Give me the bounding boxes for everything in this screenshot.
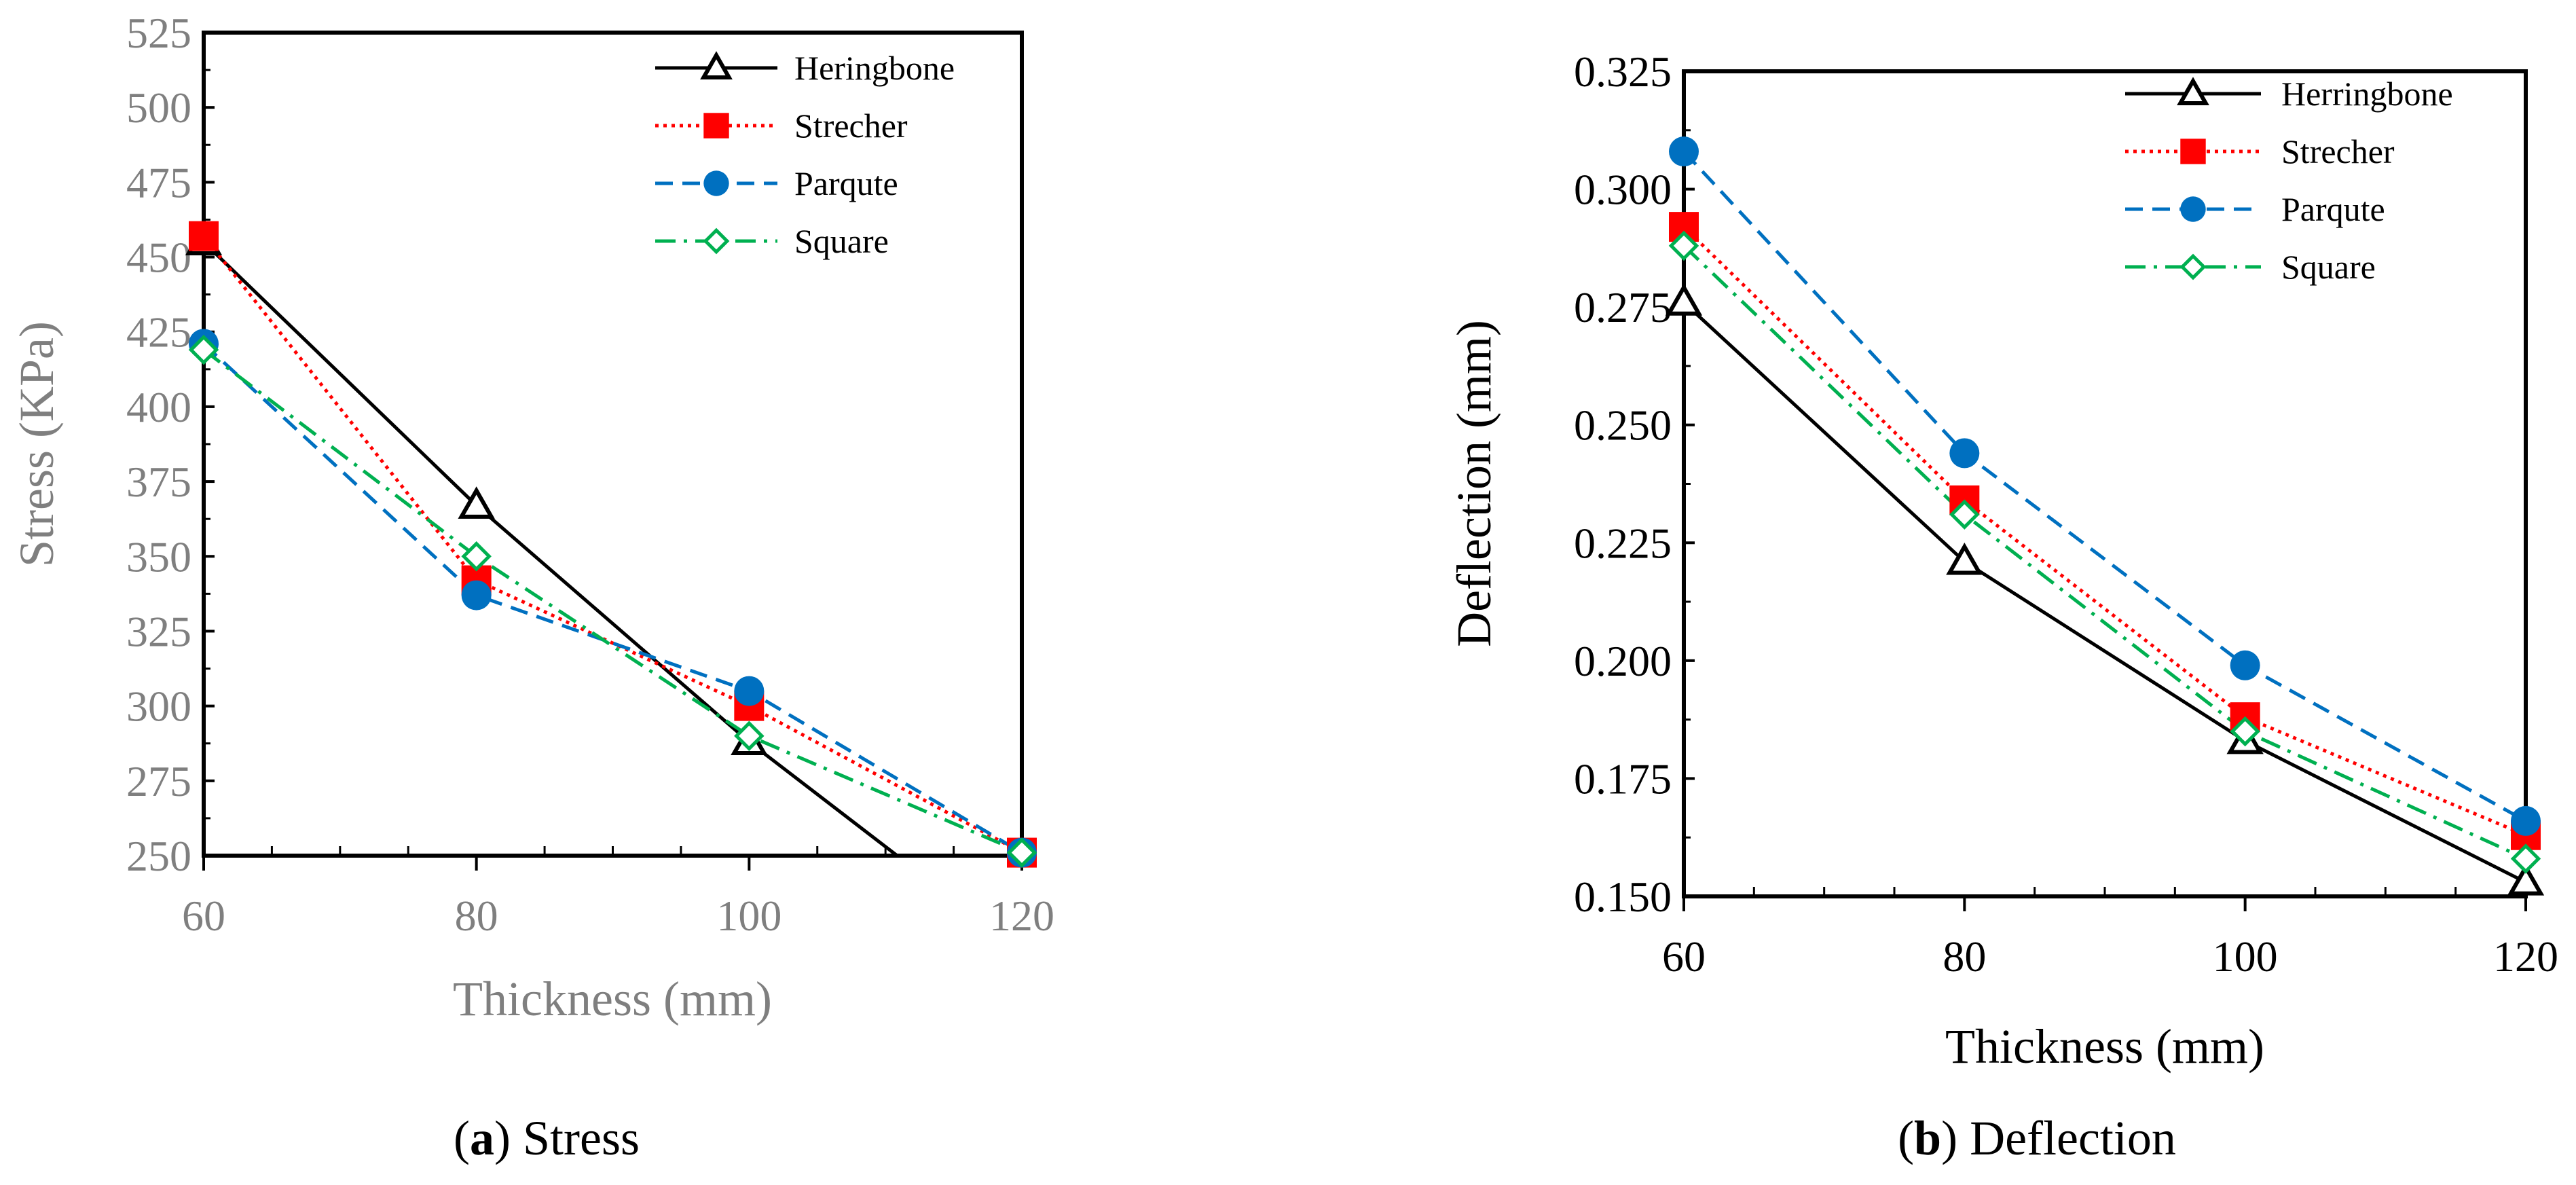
series-line-1 bbox=[204, 235, 1022, 854]
x-tick-label: 100 bbox=[716, 892, 781, 940]
x-tick-label: 60 bbox=[182, 892, 225, 940]
legend-label-2: Parqute bbox=[2281, 190, 2385, 228]
series-line-2 bbox=[204, 342, 1022, 854]
panel-a-caption-letter: a bbox=[470, 1111, 494, 1165]
panel-b-caption-letter: b bbox=[1914, 1111, 1941, 1165]
data-point-0-3 bbox=[2507, 863, 2545, 896]
y-tick-label: 0.250 bbox=[1574, 401, 1672, 450]
y-tick-label: 250 bbox=[126, 832, 191, 880]
legend-label-3: Square bbox=[2281, 248, 2376, 286]
panel-b-plot-frame bbox=[1682, 69, 2528, 898]
series-line-1 bbox=[1684, 225, 2526, 837]
legend-label-1: Strecher bbox=[2281, 132, 2395, 170]
panel-a-caption: (a) Stress bbox=[454, 1111, 640, 1165]
panel-a: 250 275 300 325 350 375 400 425 450 475 500 525 60 8… bbox=[10, 9, 1054, 1165]
data-point-2-1 bbox=[1949, 438, 1980, 469]
x-tick-label: 80 bbox=[455, 892, 498, 940]
x-tick-label: 80 bbox=[1943, 932, 1986, 981]
y-tick-label: 0.175 bbox=[1574, 754, 1672, 803]
y-tick-label: 0.150 bbox=[1574, 873, 1672, 921]
data-point-3-0 bbox=[188, 334, 219, 365]
panel-a-y-axis: 250 275 300 325 350 375 400 425 450 475 500 525 bbox=[126, 9, 215, 880]
data-point-3-2 bbox=[2230, 716, 2260, 747]
panel-a-series bbox=[185, 221, 1037, 868]
y-tick-label: 350 bbox=[126, 532, 191, 581]
legend-label-0: Herringbone bbox=[2281, 75, 2453, 113]
panel-b: 0.150 0.175 0.200 0.225 0.250 0.275 0.300 0.325… bbox=[1447, 48, 2558, 1165]
legend-marker-2 bbox=[703, 170, 729, 196]
y-tick-label: 425 bbox=[126, 308, 191, 357]
data-point-2-3 bbox=[2511, 805, 2541, 836]
legend-marker-0 bbox=[700, 51, 733, 80]
data-point-0-0 bbox=[1665, 283, 1703, 316]
series-line-0 bbox=[204, 240, 900, 856]
legend-marker-3 bbox=[703, 227, 730, 255]
y-tick-label: 525 bbox=[126, 9, 191, 57]
data-point-3-3 bbox=[1006, 837, 1037, 868]
y-tick-label: 300 bbox=[126, 682, 191, 731]
panel-b-caption-text: Deflection bbox=[1970, 1111, 2176, 1165]
data-point-2-2 bbox=[2230, 650, 2260, 680]
data-point-3-1 bbox=[1949, 499, 1980, 530]
y-tick-label: 475 bbox=[126, 158, 191, 206]
y-tick-label: 375 bbox=[126, 458, 191, 506]
data-point-3-0 bbox=[1668, 230, 1699, 261]
series-line-0 bbox=[1684, 301, 2526, 884]
data-point-0-1 bbox=[458, 486, 495, 519]
data-point-0-1 bbox=[1946, 543, 1983, 575]
y-tick-label: 0.300 bbox=[1574, 166, 1672, 214]
x-tick-label: 60 bbox=[1662, 932, 1706, 981]
data-point-2-2 bbox=[734, 676, 765, 706]
panel-a-plot-frame bbox=[202, 31, 1024, 858]
y-tick-label: 325 bbox=[126, 607, 191, 655]
panel-b-y-axis: 0.150 0.175 0.200 0.225 0.250 0.275 0.300 0.325 bbox=[1574, 48, 1695, 921]
y-tick-label: 0.325 bbox=[1574, 48, 1672, 96]
x-tick-label: 120 bbox=[2493, 932, 2558, 981]
y-tick-label: 450 bbox=[126, 234, 191, 282]
panel-b-x-axis: 60 80 100 120 bbox=[1662, 887, 2558, 981]
data-point-3-3 bbox=[2510, 843, 2541, 874]
panel-b-legend: Herringbone Strecher Parqute Square bbox=[2125, 75, 2453, 286]
x-tick-label: 100 bbox=[2213, 932, 2278, 981]
panel-b-series bbox=[1665, 136, 2545, 896]
y-tick-label: 0.200 bbox=[1574, 637, 1672, 685]
panel-b-x-axis-title: Thickness (mm) bbox=[1945, 1019, 2264, 1074]
series-line-3 bbox=[204, 348, 1022, 854]
y-tick-label: 0.275 bbox=[1574, 283, 1672, 331]
x-tick-label: 120 bbox=[989, 892, 1054, 940]
y-tick-label: 0.225 bbox=[1574, 519, 1672, 567]
panel-a-legend: Heringbone Strecher Parqute Square bbox=[655, 49, 955, 260]
y-tick-label: 500 bbox=[126, 84, 191, 132]
data-point-3-1 bbox=[461, 541, 492, 572]
legend-marker-0 bbox=[2177, 77, 2209, 106]
legend-label-3: Square bbox=[794, 222, 889, 260]
legend-marker-1 bbox=[703, 113, 729, 139]
legend-marker-1 bbox=[2180, 139, 2206, 164]
data-point-2-1 bbox=[461, 580, 492, 610]
legend-marker-3 bbox=[2179, 253, 2207, 280]
series-line-2 bbox=[1684, 150, 2526, 823]
legend-label-1: Strecher bbox=[794, 107, 908, 145]
panel-b-y-axis-title: Deflection (mm) bbox=[1447, 320, 1501, 647]
legend-label-0: Heringbone bbox=[794, 49, 955, 87]
panel-a-y-axis-title: Stress (KPa) bbox=[10, 321, 64, 567]
panel-b-caption: (b) Deflection bbox=[1898, 1111, 2176, 1165]
panel-a-caption-text: Stress bbox=[523, 1111, 640, 1165]
legend-marker-2 bbox=[2180, 196, 2206, 222]
panel-a-x-axis-title: Thickness (mm) bbox=[453, 972, 772, 1026]
series-line-3 bbox=[1684, 244, 2526, 860]
y-tick-label: 275 bbox=[126, 757, 191, 805]
data-point-2-0 bbox=[1669, 136, 1699, 167]
legend-label-2: Parqute bbox=[794, 164, 898, 202]
data-point-3-2 bbox=[734, 721, 765, 751]
panel-a-x-axis: 60 80 100 120 bbox=[182, 846, 1054, 940]
y-tick-label: 400 bbox=[126, 383, 191, 431]
data-point-1-0 bbox=[189, 221, 219, 251]
